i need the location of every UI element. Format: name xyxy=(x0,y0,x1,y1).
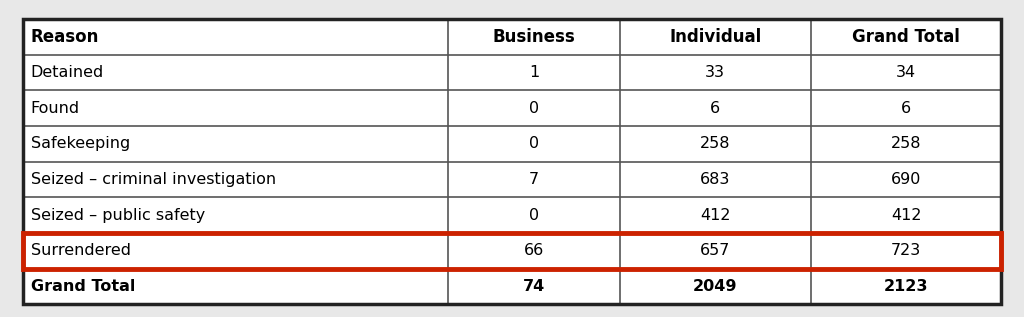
Text: 723: 723 xyxy=(891,243,922,258)
Text: Detained: Detained xyxy=(31,65,104,80)
Text: 258: 258 xyxy=(891,136,922,151)
Text: 34: 34 xyxy=(896,65,916,80)
Text: 690: 690 xyxy=(891,172,922,187)
Text: Seized – criminal investigation: Seized – criminal investigation xyxy=(31,172,275,187)
Text: 412: 412 xyxy=(699,208,730,223)
Text: 683: 683 xyxy=(700,172,730,187)
Text: 33: 33 xyxy=(706,65,725,80)
Text: 2123: 2123 xyxy=(884,279,929,294)
Text: Reason: Reason xyxy=(31,28,99,46)
Bar xyxy=(23,233,1001,268)
Text: 66: 66 xyxy=(524,243,544,258)
Text: Grand Total: Grand Total xyxy=(852,28,959,46)
Text: 6: 6 xyxy=(710,101,720,116)
Text: Seized – public safety: Seized – public safety xyxy=(31,208,205,223)
Text: 7: 7 xyxy=(529,172,539,187)
Text: 74: 74 xyxy=(523,279,545,294)
Text: 1: 1 xyxy=(529,65,540,80)
Text: Found: Found xyxy=(31,101,80,116)
Text: 657: 657 xyxy=(700,243,730,258)
Text: Surrendered: Surrendered xyxy=(31,243,131,258)
Bar xyxy=(23,19,1001,304)
Text: 0: 0 xyxy=(529,208,539,223)
Text: 412: 412 xyxy=(891,208,922,223)
Text: Individual: Individual xyxy=(669,28,761,46)
Text: Grand Total: Grand Total xyxy=(31,279,135,294)
Text: 6: 6 xyxy=(901,101,911,116)
Text: Business: Business xyxy=(493,28,575,46)
Text: 0: 0 xyxy=(529,136,539,151)
Text: 258: 258 xyxy=(699,136,730,151)
Text: Safekeeping: Safekeeping xyxy=(31,136,130,151)
Text: 2049: 2049 xyxy=(693,279,737,294)
Bar xyxy=(23,19,1001,304)
Text: 0: 0 xyxy=(529,101,539,116)
